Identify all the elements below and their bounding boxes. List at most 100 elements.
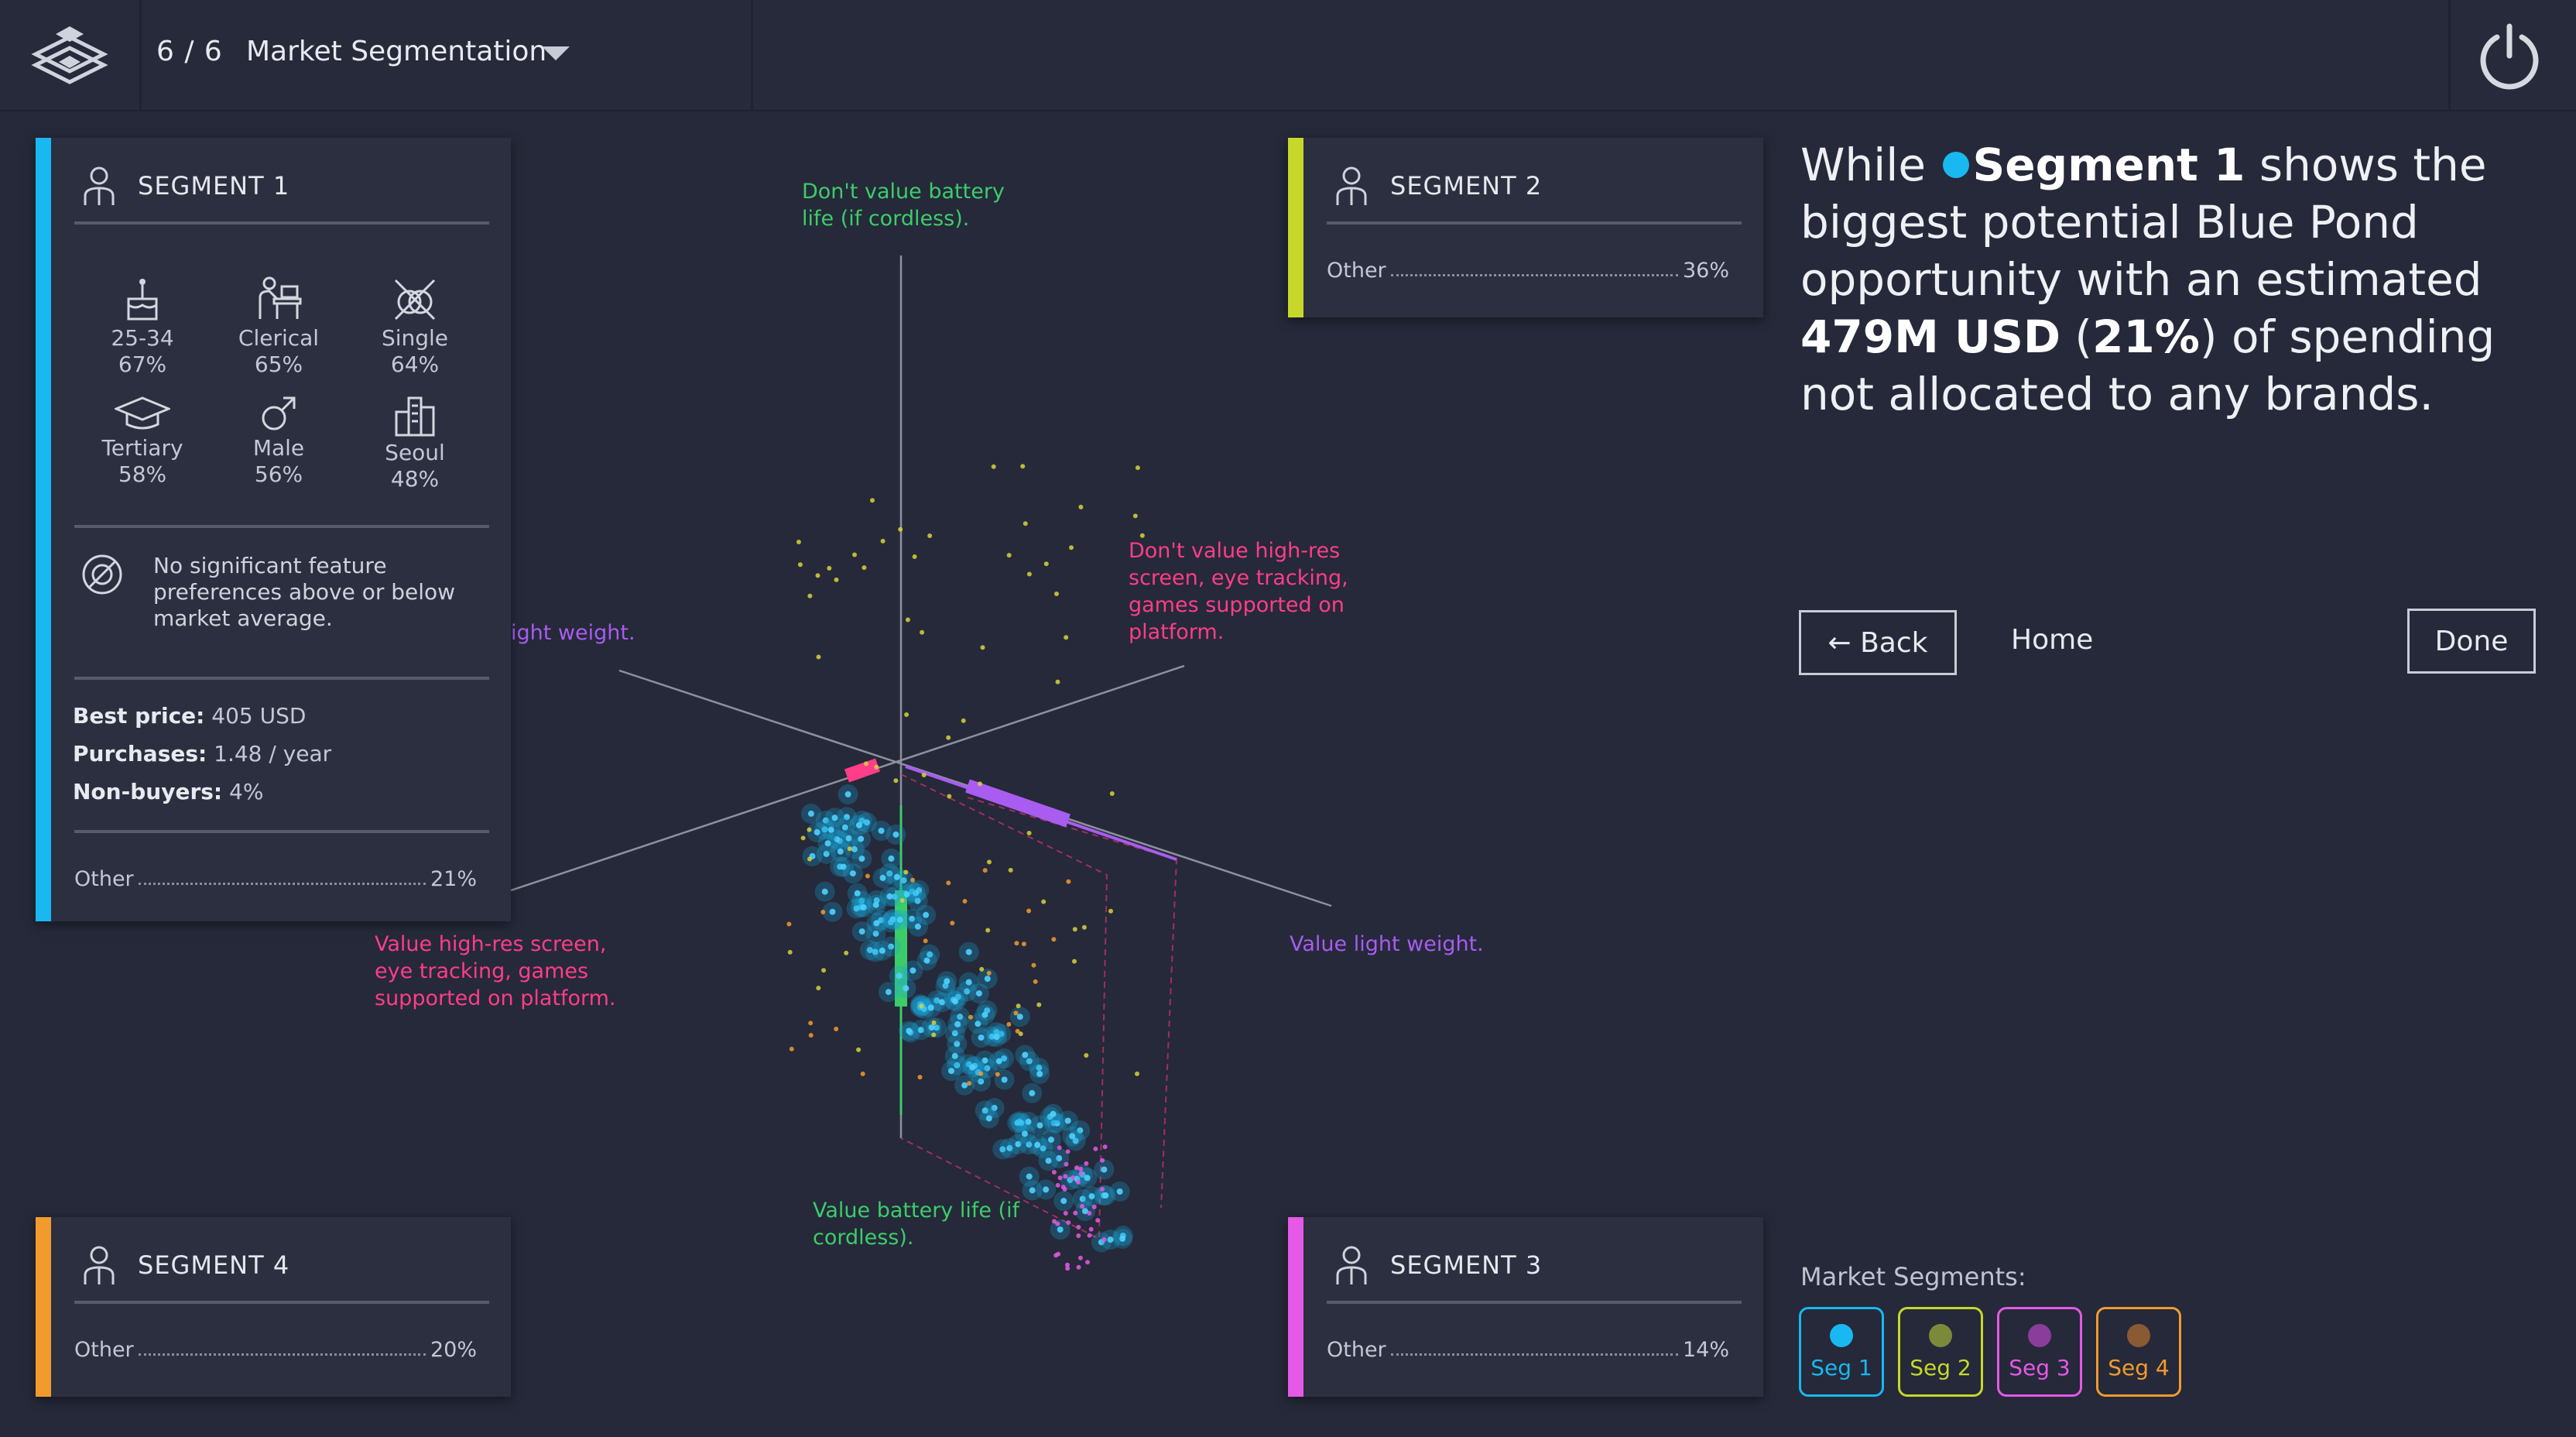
page-counter: 6 / 6 xyxy=(156,36,223,67)
app-logo-icon[interactable] xyxy=(29,22,110,90)
scatter-point xyxy=(1021,941,1026,947)
scatter-point xyxy=(1139,533,1145,538)
no-preference-icon xyxy=(82,554,122,595)
home-link[interactable]: Home xyxy=(2011,624,2094,656)
scatter-point xyxy=(860,904,867,911)
scatter-point xyxy=(1018,1120,1025,1127)
divider xyxy=(74,525,489,528)
segment-title: SEGMENT 4 xyxy=(138,1250,290,1280)
segment-dot-icon xyxy=(2127,1323,2150,1347)
scatter-point xyxy=(1095,1218,1101,1223)
power-icon[interactable] xyxy=(2474,20,2545,91)
scatter-point xyxy=(899,898,905,903)
scatter-point xyxy=(870,498,875,503)
scatter-point xyxy=(1013,1010,1019,1016)
scatter-point xyxy=(1026,908,1032,914)
scatter-point xyxy=(975,1020,981,1027)
scatter-point xyxy=(1041,899,1046,904)
scatter-point xyxy=(1073,1210,1078,1216)
scatter-point xyxy=(1008,867,1013,873)
other-pct: 36% xyxy=(1682,259,1729,283)
segment-3-card[interactable]: SEGMENT 3 Other 14% xyxy=(1288,1217,1763,1397)
summary-headline: While Segment 1 shows the biggest potent… xyxy=(1800,136,2543,423)
scatter-point xyxy=(896,972,903,979)
chevron-down-icon[interactable] xyxy=(542,46,570,60)
divider xyxy=(74,677,489,680)
other-pct: 14% xyxy=(1682,1338,1729,1362)
scatter-point xyxy=(880,538,886,544)
scatter-point xyxy=(834,1027,839,1031)
scatter-point xyxy=(954,1020,961,1027)
scatter-point xyxy=(987,859,992,865)
scatter-point xyxy=(1053,1120,1060,1127)
scatter-point xyxy=(923,938,928,944)
scatter-point xyxy=(808,1033,814,1038)
scatter-point xyxy=(995,1058,1002,1065)
segment-2-card[interactable]: SEGMENT 2 Other 36% xyxy=(1288,138,1763,317)
scatter-point xyxy=(858,835,865,842)
scatter-point xyxy=(1036,1071,1043,1077)
legend-seg-3[interactable]: Seg 3 xyxy=(1997,1307,2082,1397)
axis-label-screen-bottom: Value high-res screen, eye tracking, gam… xyxy=(375,932,616,1010)
scatter-point xyxy=(807,810,814,817)
scatter-point xyxy=(866,947,873,954)
segment-4-card[interactable]: SEGMENT 4 Other 20% xyxy=(36,1217,511,1397)
scatter-point xyxy=(1087,1211,1092,1216)
desk-worker-icon xyxy=(259,276,302,319)
scatter-point xyxy=(1034,1141,1041,1148)
scatter-point xyxy=(909,967,916,974)
scatter-point xyxy=(858,928,865,935)
birthday-cake-icon xyxy=(127,279,158,321)
scatter-point xyxy=(954,1041,961,1048)
scatter-point xyxy=(1102,1192,1109,1199)
summary-segment: Segment 1 xyxy=(1972,139,2245,191)
scatter-point xyxy=(1087,1233,1092,1238)
scatter-point xyxy=(933,1024,940,1031)
scatter-point xyxy=(1020,464,1026,469)
segment-3d-scatter[interactable] xyxy=(495,232,1502,1316)
scatter-point xyxy=(1014,941,1019,946)
legend-seg-2[interactable]: Seg 2 xyxy=(1898,1307,1983,1397)
done-button[interactable]: Done xyxy=(2407,609,2536,674)
scatter-point xyxy=(1026,1058,1033,1065)
scatter-point xyxy=(1051,937,1057,942)
scatter-point xyxy=(1045,1157,1052,1164)
scatter-point xyxy=(919,1003,924,1009)
segment-1-dot-icon xyxy=(1943,151,1970,178)
legend-seg-4[interactable]: Seg 4 xyxy=(2096,1307,2181,1397)
scatter-point xyxy=(1063,1211,1068,1216)
scatter-point xyxy=(1065,1262,1070,1267)
scatter-point xyxy=(865,873,870,879)
person-icon xyxy=(1336,166,1367,205)
scatter-point xyxy=(896,916,903,923)
back-button[interactable]: ← Back xyxy=(1799,610,1957,675)
scatter-point xyxy=(893,873,900,880)
scatter-point xyxy=(979,966,985,972)
summary-pct: 21% xyxy=(2092,310,2200,363)
scatter-point xyxy=(965,948,972,955)
scatter-point xyxy=(948,1068,954,1075)
scatter-point xyxy=(1033,979,1038,984)
other-pct: 20% xyxy=(430,1338,477,1362)
scatter-point xyxy=(1006,553,1012,558)
scatter-point xyxy=(1076,1225,1081,1230)
segment-header: SEGMENT 1 xyxy=(82,161,289,211)
legend-seg-1[interactable]: Seg 1 xyxy=(1799,1307,1884,1397)
scatter-point xyxy=(821,826,828,833)
scatter-point xyxy=(985,928,991,933)
page-title-dropdown[interactable]: Market Segmentation xyxy=(246,36,547,67)
scatter-point xyxy=(863,819,870,826)
axis-label-weight-left: ight weight. xyxy=(511,621,635,645)
scatter-point xyxy=(1101,1166,1108,1173)
scatter-point xyxy=(1056,1155,1063,1161)
scatter-point xyxy=(993,1029,1000,1036)
scatter-point xyxy=(1016,1013,1023,1020)
other-pct: 21% xyxy=(430,867,477,891)
scatter-point xyxy=(950,921,955,926)
scatter-point xyxy=(967,1081,972,1086)
segment-1-card[interactable]: SEGMENT 1 25-34 67% Clerical 65% Single … xyxy=(36,138,511,921)
scatter-point xyxy=(938,999,945,1006)
scatter-point xyxy=(1078,1171,1084,1176)
scatter-point xyxy=(879,874,886,881)
scatter-point xyxy=(1076,1264,1081,1270)
